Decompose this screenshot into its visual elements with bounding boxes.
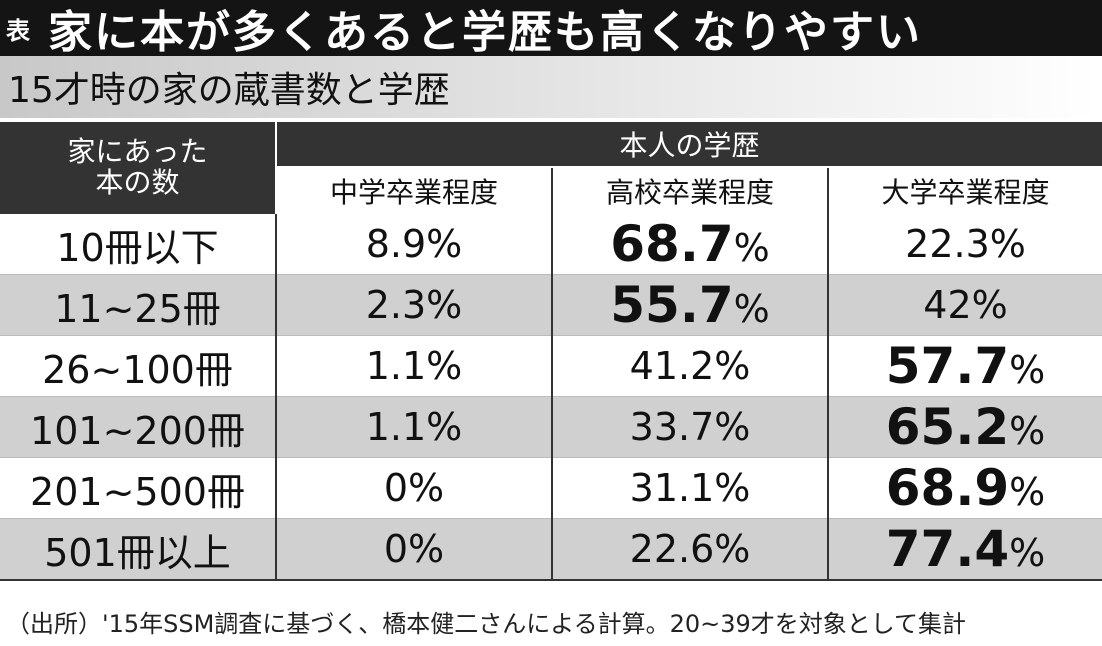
table-cell: 22.3% (826, 214, 1102, 275)
table-cell: 33.7% (551, 396, 828, 458)
table-row: 101~200冊 1.1% 33.7% 65.2% (0, 396, 1102, 458)
row-header: 家にあった 本の数 (0, 122, 277, 214)
table-cell: 55.7% (551, 274, 828, 336)
table-cell: 1.1% (275, 396, 552, 458)
group-header: 本人の学歴 (276, 122, 1102, 168)
table-cell: 68.9% (826, 457, 1102, 519)
cell-unit: % (714, 344, 751, 388)
row-label: 201~500冊 (0, 457, 276, 519)
data-table: 家にあった 本の数 本人の学歴 中学卒業程度 高校卒業程度 大学卒業程度 10冊… (0, 122, 1102, 581)
cell-value: 42 (923, 283, 972, 327)
cell-unit: % (733, 226, 770, 270)
table-cell: 0% (275, 518, 552, 581)
table-cell: 77.4% (826, 518, 1102, 581)
table-cell: 22.6% (551, 518, 828, 581)
table-cell: 2.3% (275, 274, 552, 336)
cell-value: 22.3 (905, 222, 990, 266)
table-subtitle: 15才時の家の蔵書数と学歴 (8, 70, 450, 111)
row-label: 101~200冊 (0, 396, 276, 458)
table-cell: 1.1% (275, 335, 552, 397)
table-cell: 65.2% (826, 396, 1102, 458)
cell-value: 22.6 (629, 527, 715, 571)
table-cell: 8.9% (275, 214, 552, 275)
table-cell: 57.7% (826, 335, 1102, 397)
column-header-university: 大学卒業程度 (826, 167, 1102, 214)
cell-unit: % (733, 287, 770, 331)
table-cell: 68.7% (551, 214, 828, 275)
cell-value: 77.4 (885, 520, 1010, 578)
cell-value: 1.1 (365, 405, 427, 449)
column-header-high-school: 高校卒業程度 (551, 167, 828, 214)
cell-unit: % (1009, 531, 1046, 575)
cell-value: 65.2 (885, 398, 1010, 456)
table-row: 501冊以上 0% 22.6% 77.4% (0, 518, 1102, 581)
cell-value: 68.7 (610, 215, 734, 273)
title-bar: 表 家に本が多くあると学歴も高くなりやすい (0, 0, 1102, 58)
table-cell: 42% (826, 274, 1102, 336)
row-label: 26~100冊 (0, 335, 276, 397)
table-cell: 0% (275, 457, 552, 519)
cell-unit: % (714, 466, 751, 510)
cell-value: 8.9 (365, 222, 427, 266)
cell-value: 55.7 (610, 276, 734, 334)
table-row: 11~25冊 2.3% 55.7% 42% (0, 274, 1102, 336)
cell-value: 1.1 (365, 344, 427, 388)
row-label: 501冊以上 (0, 518, 276, 581)
source-footnote: （出所）'15年SSM調査に基づく、橋本健二さんによる計算。20~39才を対象と… (6, 610, 967, 638)
subtitle-bar: 15才時の家の蔵書数と学歴 (0, 56, 1102, 118)
cell-unit: % (426, 222, 463, 266)
row-label: 10冊以下 (0, 214, 276, 275)
row-header-line2: 本の数 (95, 166, 180, 199)
cell-value: 31.1 (629, 466, 715, 510)
table-row: 26~100冊 1.1% 41.2% 57.7% (0, 335, 1102, 397)
cell-unit: % (714, 527, 751, 571)
column-header-junior-high: 中学卒業程度 (275, 167, 552, 214)
cell-value: 2.3 (365, 283, 427, 327)
table-row: 201~500冊 0% 31.1% 68.9% (0, 457, 1102, 519)
cell-unit: % (408, 527, 445, 571)
cell-unit: % (408, 466, 445, 510)
title-tag: 表 (6, 16, 30, 45)
table-cell: 31.1% (551, 457, 828, 519)
cell-value: 0 (383, 466, 409, 510)
row-header-line1: 家にあった (67, 135, 208, 169)
cell-unit: % (426, 283, 463, 327)
cell-value: 0 (383, 527, 409, 571)
table-cell: 41.2% (551, 335, 828, 397)
cell-unit: % (989, 222, 1026, 266)
cell-unit: % (1009, 409, 1046, 453)
row-label: 11~25冊 (0, 274, 276, 336)
cell-unit: % (426, 344, 463, 388)
cell-value: 41.2 (629, 344, 715, 388)
cell-unit: % (1009, 470, 1046, 514)
page-title: 家に本が多くあると学歴も高くなりやすい (48, 7, 922, 58)
cell-unit: % (1009, 348, 1046, 392)
cell-value: 57.7 (885, 337, 1010, 395)
table-row: 10冊以下 8.9% 68.7% 22.3% (0, 214, 1102, 275)
cell-unit: % (971, 283, 1008, 327)
cell-value: 68.9 (885, 459, 1010, 517)
cell-unit: % (714, 405, 751, 449)
cell-value: 33.7 (629, 405, 715, 449)
cell-unit: % (426, 405, 463, 449)
